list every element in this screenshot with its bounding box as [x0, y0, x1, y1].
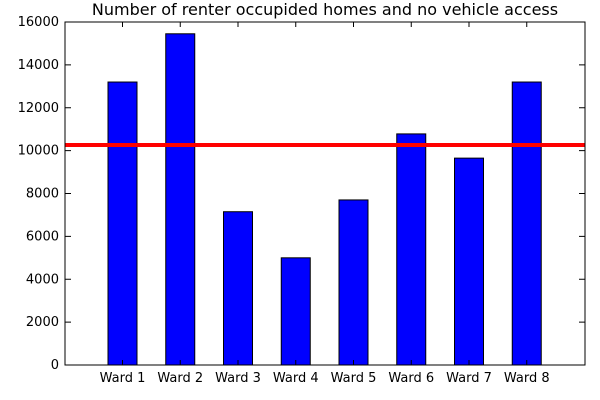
bar-2 [165, 33, 196, 366]
y-tick-label: 2000 [26, 315, 59, 330]
bar-6 [396, 133, 427, 366]
x-tick-label: Ward 4 [273, 371, 319, 386]
x-axis: Ward 1 Ward 2 Ward 3 Ward 4 Ward 5 Ward 6 Ward… [100, 22, 550, 386]
plot-frame [64, 21, 586, 366]
y-tick-label: 8000 [26, 187, 59, 202]
bar-1 [107, 81, 138, 366]
bar-7 [454, 157, 484, 366]
bar-8 [511, 81, 542, 366]
bar-4 [280, 257, 311, 366]
x-tick-label: Ward 5 [331, 371, 377, 386]
y-tick-label: 12000 [18, 101, 59, 116]
bar-3 [223, 211, 253, 366]
y-tick-label: 16000 [18, 15, 59, 30]
y-tick-label: 14000 [18, 58, 59, 73]
bars [107, 33, 542, 366]
y-axis: 0 2000 4000 6000 8000 10000 12000 14000 16000 [18, 15, 585, 373]
x-tick-label: Ward 7 [446, 371, 492, 386]
bar-5 [338, 199, 369, 366]
x-tick-label: Ward 2 [157, 371, 203, 386]
x-tick-label: Ward 1 [100, 371, 146, 386]
x-tick-label: Ward 8 [504, 371, 550, 386]
chart-title: Number of renter occupided homes and no … [92, 0, 558, 19]
x-tick-label: Ward 3 [215, 371, 261, 386]
y-tick-label: 6000 [26, 229, 59, 244]
x-tick-label: Ward 6 [388, 371, 434, 386]
y-tick-label: 0 [51, 358, 59, 373]
y-tick-label: 4000 [26, 272, 59, 287]
y-tick-label: 10000 [18, 144, 59, 159]
